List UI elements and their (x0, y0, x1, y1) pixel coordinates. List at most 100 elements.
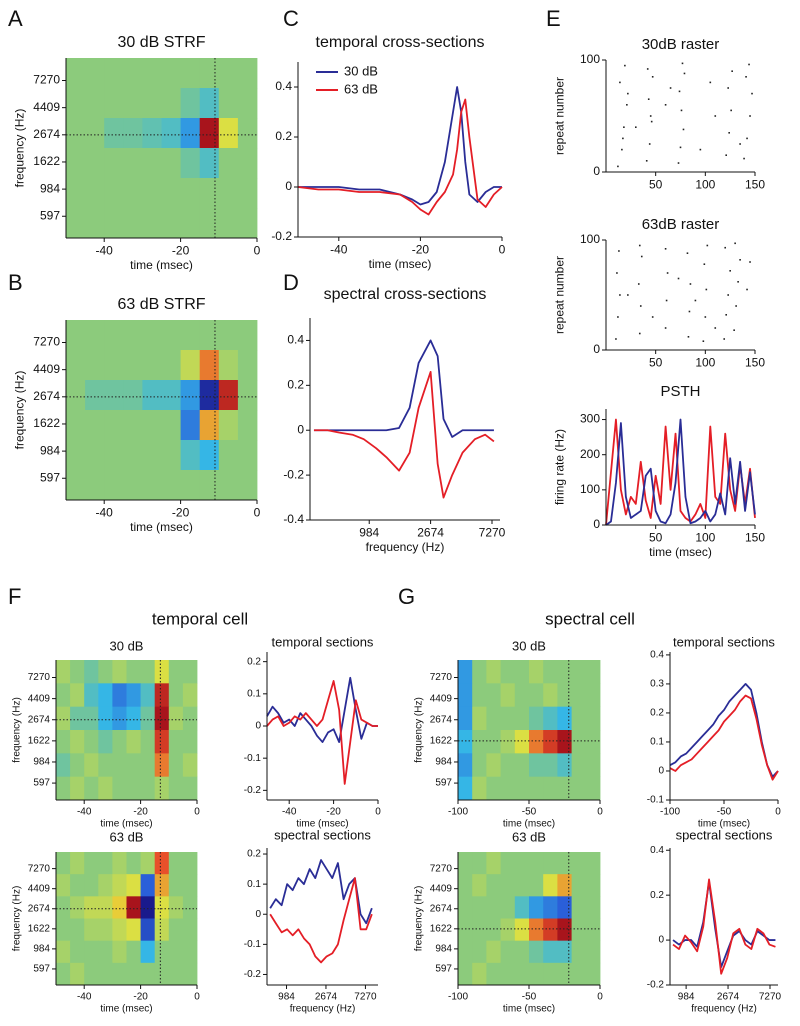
y-tick-label: 0.2 (275, 129, 292, 143)
heatmap-cell (182, 730, 198, 754)
x-axis-label: time (msec) (100, 819, 152, 830)
heatmap-cell (56, 852, 71, 875)
heatmap-cell (112, 940, 127, 964)
heatmap-cell (142, 178, 162, 209)
heatmap-cell (56, 753, 71, 778)
y-tick-label: 597 (40, 470, 60, 484)
x-axis-label: time (msec) (296, 819, 348, 830)
heatmap-cell (161, 208, 181, 239)
spike (638, 332, 641, 335)
y-tick-label: 0.4 (650, 650, 664, 661)
heatmap-cell (85, 88, 105, 119)
heatmap-cell (218, 208, 239, 239)
y-tick-label: 100 (580, 232, 600, 246)
heatmap-cell (66, 410, 86, 441)
heatmap-cell (585, 852, 601, 875)
spike (664, 248, 667, 250)
spike (702, 340, 705, 342)
heatmap-cell (543, 852, 558, 875)
x-tick-label: 150 (745, 355, 765, 369)
y-tick-label: 0 (658, 935, 664, 946)
heatmap-cell (98, 706, 113, 731)
y-axis-label: firing rate (Hz) (553, 429, 567, 505)
heatmap-cell (237, 88, 258, 119)
y-tick-label: 597 (40, 208, 60, 222)
heatmap-cell (70, 776, 85, 801)
heatmap-cell (543, 660, 558, 684)
heatmap-cell (104, 208, 124, 239)
heatmap-cell (70, 896, 85, 919)
data-line (672, 878, 776, 975)
y-tick-label: 1622 (28, 923, 51, 934)
heatmap-cell (458, 730, 473, 754)
heatmap-cell (182, 962, 198, 986)
y-tick-label: 0.2 (650, 708, 664, 719)
spike (639, 305, 642, 307)
spike (730, 109, 732, 112)
heatmap-cell (140, 918, 156, 942)
heatmap-cell (140, 874, 156, 897)
heatmap-cell (154, 940, 170, 964)
heatmap-cell (199, 320, 220, 351)
legend-label: 30 dB (344, 63, 378, 78)
heatmap-cell (514, 660, 530, 684)
heatmap-cell (66, 380, 86, 411)
heatmap-cell (218, 440, 239, 471)
heatmap-cell (458, 753, 473, 778)
heatmap-cell (140, 706, 156, 731)
heatmap-cell (458, 683, 473, 708)
heatmap-cell (123, 208, 143, 239)
heatmap-cell (85, 118, 105, 149)
spike (678, 90, 681, 93)
heatmap-cell (168, 753, 184, 778)
spike (683, 72, 686, 75)
spike (682, 128, 685, 131)
y-tick-label: 0 (297, 422, 304, 436)
heatmap-cell (84, 852, 99, 875)
y-tick-label: 0 (285, 179, 292, 193)
heatmap-cell (472, 874, 487, 897)
heatmap-cell (180, 178, 201, 209)
y-tick-label: 1622 (33, 154, 60, 168)
y-tick-label: 0.4 (275, 79, 292, 93)
data-line (313, 339, 494, 438)
spike (619, 81, 621, 84)
heatmap-cell (571, 874, 587, 897)
spike (635, 126, 637, 128)
x-tick-label: 100 (695, 355, 715, 369)
heatmap-cell (458, 940, 473, 964)
heatmap-cell (112, 962, 127, 986)
heatmap-cell (161, 320, 181, 351)
spike (640, 255, 643, 258)
y-tick-label: 0.2 (247, 849, 261, 860)
spike (714, 327, 717, 329)
x-tick-label: -40 (282, 807, 297, 818)
heatmap-cell (585, 776, 601, 801)
data-line (266, 680, 378, 785)
heatmap-cell (199, 118, 220, 149)
heatmap-cell (98, 852, 113, 875)
y-tick-label: 1622 (430, 736, 453, 747)
heatmap-cell (585, 874, 601, 897)
heatmap-cell (180, 148, 201, 179)
heatmap-cell (182, 706, 198, 731)
spike (617, 316, 619, 318)
x-tick-label: -40 (96, 243, 114, 257)
heatmap-cell (514, 962, 530, 986)
heatmap-cell (140, 962, 156, 986)
heatmap-cell (123, 470, 143, 501)
heatmap-cell (486, 776, 501, 801)
heatmap-cell (104, 350, 124, 381)
heatmap-cell (84, 918, 99, 942)
heatmap-cell (557, 730, 572, 754)
heatmap-cell (571, 753, 587, 778)
heatmap-cell (180, 88, 201, 119)
x-tick-label: 7270 (479, 525, 506, 539)
spike (619, 294, 621, 296)
heatmap-cell (500, 940, 516, 964)
heatmap-cell (85, 470, 105, 501)
x-tick-label: -20 (326, 807, 341, 818)
heatmap-cell (161, 148, 181, 179)
heatmap-cell (85, 208, 105, 239)
heatmap-cell (168, 852, 184, 875)
